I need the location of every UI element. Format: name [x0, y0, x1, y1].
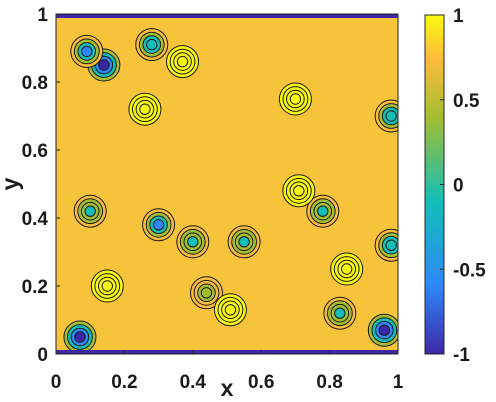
contour-high-18: [90, 269, 124, 303]
contour-level: [385, 239, 397, 251]
colorbar: -1 -0.5 0 0.5 1: [424, 6, 486, 366]
x-axis-label: x: [221, 375, 234, 401]
contour-level: [139, 103, 151, 115]
contour-level: [84, 205, 96, 217]
colorbar-tick-label: 0.5: [453, 91, 480, 112]
top-edge-band: [56, 14, 398, 18]
y-axis: 0 0.2 0.4 0.6 0.8 1: [22, 5, 60, 366]
contour-low-9: [73, 194, 107, 228]
contour-high-19: [282, 174, 316, 208]
contour-level: [146, 38, 158, 51]
y-axis-label: y: [0, 177, 23, 190]
contour-low-1: [63, 320, 97, 354]
plot-frame: [55, 13, 399, 355]
contour-level: [101, 280, 114, 292]
contour-level: [317, 205, 329, 217]
contour-level: [334, 307, 346, 319]
contour-low-6: [176, 225, 210, 259]
y-tick-label: 0: [37, 345, 48, 366]
contour-low-4: [135, 28, 169, 62]
contour-level: [200, 287, 213, 299]
contour-low-3: [142, 208, 176, 242]
contour-high-20: [213, 293, 247, 327]
contour-low-2: [367, 313, 398, 347]
contour-level: [385, 110, 397, 122]
colorbar-tick-label: -1: [453, 345, 470, 366]
contour-level: [187, 236, 199, 248]
x-tick-label: 1: [393, 372, 404, 393]
bottom-edge-band: [56, 350, 398, 354]
contour-level: [81, 45, 93, 58]
contour-high-14: [166, 45, 200, 79]
y-tick-label: 0.8: [22, 73, 48, 94]
colorbar-tick-label: 0: [453, 176, 464, 197]
contour-high-17: [330, 252, 364, 286]
contour-high-15: [278, 82, 312, 116]
contour-low-0: [87, 48, 121, 82]
x-tick-label: 0.6: [248, 372, 274, 393]
contour-high-16: [128, 92, 162, 126]
contour-level: [293, 185, 305, 197]
x-tick-label: 0.8: [316, 372, 342, 393]
contour-level: [341, 263, 353, 275]
contour-level: [98, 59, 110, 71]
x-tick-label: 0: [51, 372, 62, 393]
contour-level: [152, 219, 165, 231]
contour-level: [289, 93, 302, 105]
y-tick-label: 0.6: [22, 141, 48, 162]
colorbar-tick-label: -0.5: [453, 260, 486, 281]
contour-level: [74, 331, 86, 343]
contour-low-11: [306, 194, 340, 228]
y-tick-label: 0.4: [22, 209, 49, 230]
contour-low-10: [227, 225, 261, 259]
contour-level: [378, 324, 391, 336]
contour-low-12: [374, 99, 398, 133]
contour-level: [224, 304, 237, 316]
contour-low-5: [70, 34, 104, 68]
y-tick-label: 0.2: [22, 277, 48, 298]
x-tick-label: 0.2: [111, 372, 137, 393]
x-axis: 0 0.2 0.4 0.6 0.8 1: [51, 350, 404, 393]
contour-low-7: [189, 276, 223, 310]
plot-area: [55, 13, 399, 355]
y-tick-label: 1: [37, 5, 48, 26]
x-tick-label: 0.4: [180, 372, 207, 393]
contour-level: [176, 55, 189, 68]
contour-low-8: [323, 296, 357, 330]
contour-level: [238, 236, 250, 248]
colorbar-tick-label: 1: [453, 6, 464, 27]
contour-low-13: [374, 228, 398, 262]
